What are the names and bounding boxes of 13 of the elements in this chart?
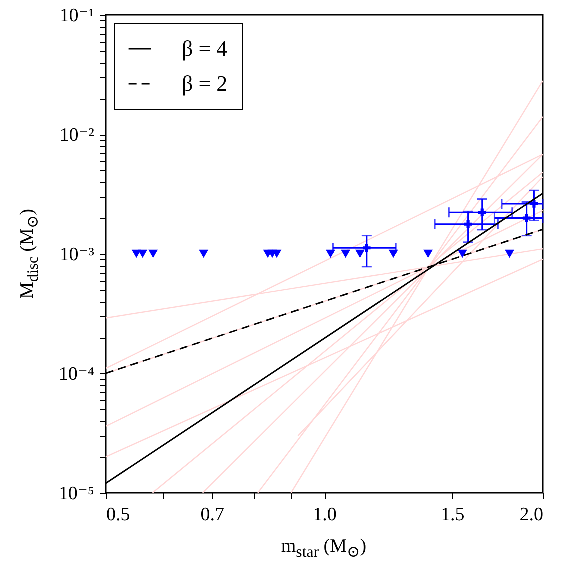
legend-label: β = 4 (182, 36, 228, 61)
x-tick-label: 1.5 (440, 504, 465, 526)
y-tick-label: 10⁻² (60, 125, 95, 146)
legend-label: β = 2 (182, 71, 228, 96)
y-tick-label: 10⁻¹ (60, 6, 95, 26)
y-tick-label: 10⁻⁴ (58, 364, 95, 385)
x-axis-title: m$_{star}$ (M$_{⊙}$) (281, 536, 367, 562)
y-tick-label: 10⁻³ (60, 244, 95, 266)
x-tick-label: 0.7 (200, 504, 224, 526)
x-tick-label: 0.5 (106, 504, 130, 526)
x-tick-label: 1.0 (313, 504, 337, 526)
x-tick-label: 2.0 (520, 504, 544, 526)
y-tick-label: 10⁻⁵ (58, 484, 94, 504)
